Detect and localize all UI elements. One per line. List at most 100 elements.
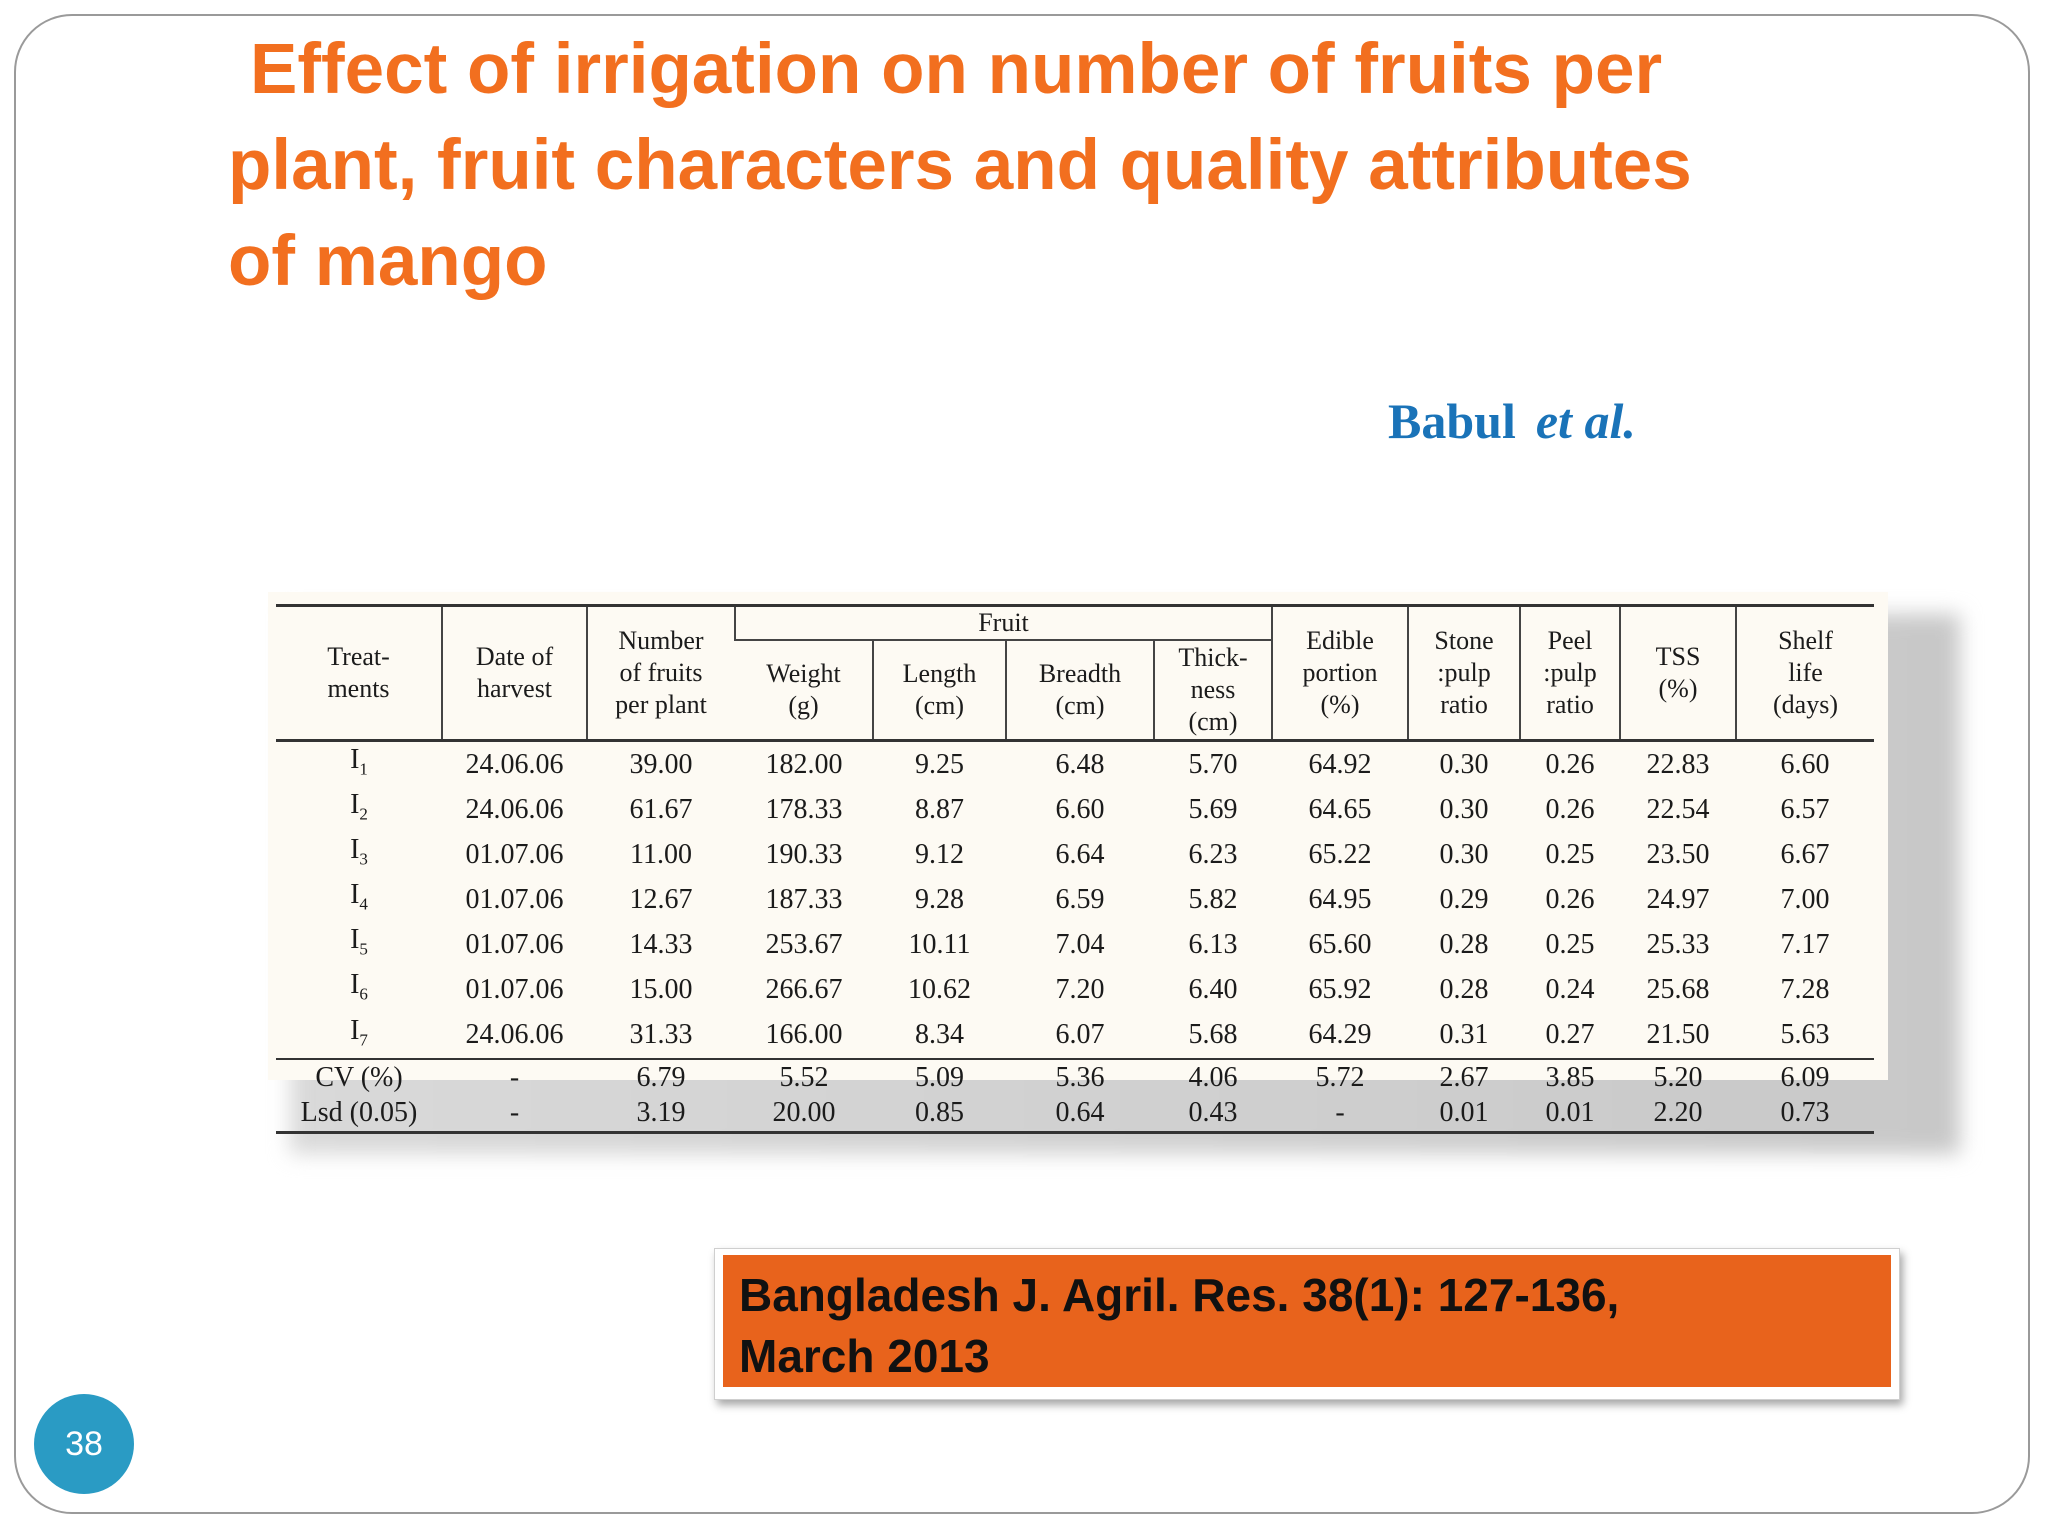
cell-num: 14.33 [629,929,693,961]
header-text-line: (%) [1658,674,1698,703]
cell-shelf: 5.63 [1780,1019,1830,1051]
treatment-label: I [350,1014,360,1046]
stat-date: - [442,1095,587,1134]
cell-weight: 266.67 [765,974,843,1006]
cell-breadth: 6.59 [1055,884,1105,916]
treatment-subscript: 5 [359,939,368,959]
cell-peel: 0.26 [1545,748,1595,780]
cell-num: 39.00 [629,748,693,780]
cell-shelf: 7.00 [1780,884,1830,916]
header-text-line: ness [1190,675,1236,704]
stat-tss: 5.20 [1620,1057,1737,1096]
cell-tss: 21.50 [1646,1019,1710,1051]
treatment-label: I [350,744,360,775]
header-text-line: (%) [1320,690,1360,719]
cell-num: 11.00 [630,838,692,870]
cell-tss: 24.97 [1646,884,1710,916]
header-text-line: Edible [1306,626,1374,655]
cell-stone: 0.30 [1439,838,1489,870]
stat-label: Lsd (0.05) [276,1095,442,1134]
cell-peel: 0.25 [1545,838,1595,870]
cell-breadth: 6.60 [1055,793,1105,825]
cell-length: 10.62 [908,974,971,1006]
cell-shelf: 6.60 [1780,748,1830,780]
table-body: I1 24.06.06 39.00 182.00 9.25 6.48 5.70 64.92 0.… [276,741,1874,1059]
treatment-cell: I4 [276,877,442,922]
cell-stone: 0.28 [1439,974,1489,1006]
stat-length: 5.09 [873,1057,1006,1096]
header-fruit-group: Fruit [733,604,1273,641]
stat-peel: 0.01 [1520,1095,1621,1134]
header-text-line: (days) [1773,690,1838,719]
stat-breadth: 5.36 [1006,1057,1154,1096]
title-line: plant, fruit characters and quality attr… [228,126,1692,205]
cell-peel: 0.27 [1545,1019,1595,1051]
cell-stone: 0.30 [1439,748,1489,780]
cell-length: 10.11 [908,929,971,961]
stat-length: 0.85 [873,1095,1006,1134]
stat-weight: 20.00 [735,1095,873,1134]
cell-weight: 190.33 [765,838,843,870]
table-row: I4 01.07.06 12.67 187.33 9.28 6.59 5.82 64.95 0.… [276,877,1874,922]
header-text-line: (cm) [1055,691,1105,720]
header-text-line: of fruits [619,658,703,687]
header-text-line: (g) [788,691,819,720]
table-row: I3 01.07.06 11.00 190.33 9.12 6.64 6.23 65.22 0.… [276,832,1874,877]
cell-weight: 187.33 [765,884,843,916]
cell-peel: 0.26 [1545,793,1595,825]
cell-tss: 22.54 [1646,793,1710,825]
header-text-line: Date of [475,642,554,671]
header-peel: Peel:pulp ratio [1519,604,1621,742]
stat-row: CV (%) -6.79 5.52 5.09 5.36 4.06 5.72 2.67 3.85 5… [276,1057,1875,1096]
stat-num: 3.19 [587,1095,735,1134]
cell-num: 15.00 [629,974,693,1006]
cell-date: 01.07.06 [465,884,564,916]
cell-edible: 64.95 [1308,884,1372,916]
cell-date: 24.06.06 [465,1019,564,1051]
stat-shelf: 0.73 [1736,1095,1875,1134]
stat-stone: 0.01 [1408,1095,1521,1134]
cell-date: 01.07.06 [465,838,564,870]
header-text-line: (cm) [1188,707,1238,736]
table-row: I6 01.07.06 15.00 266.67 10.62 7.20 6.40 65.92 0… [276,967,1874,1012]
cell-weight: 178.33 [765,793,843,825]
citation-text: Bangladesh J. Agril. Res. 38(1): 127-136… [723,1255,1891,1387]
header-thickness: Thick-ness (cm) [1152,640,1273,742]
stat-stone: 2.67 [1408,1057,1521,1096]
cell-shelf: 7.17 [1780,929,1830,961]
cell-breadth: 6.07 [1055,1019,1105,1051]
treatment-cell: I7 [276,1013,442,1059]
table-row: I7 24.06.06 31.33 166.00 8.34 6.07 5.68 64.29 0.… [276,1013,1874,1059]
stat-thick: 0.43 [1154,1095,1273,1134]
header-text-line: portion [1302,658,1378,687]
stat-edible: 5.72 [1272,1057,1409,1096]
header-number: Number of fruits per plant [586,604,735,742]
cell-shelf: 6.57 [1780,793,1830,825]
cell-length: 9.28 [915,884,964,916]
cell-num: 12.67 [629,884,693,916]
treatment-subscript: 3 [359,849,368,869]
cell-thick: 6.40 [1188,974,1238,1006]
cell-date: 01.07.06 [465,974,564,1006]
table-panel: Treat-ments Date of harvest Number of frui… [268,592,1888,1134]
header-date: Date of harvest [441,604,587,742]
header-breadth: Breadth (cm) [1005,640,1154,742]
treatment-cell: I1 [276,741,442,788]
cell-tss: 25.68 [1646,974,1710,1006]
header-text-line: Weight [766,659,841,688]
cell-thick: 6.13 [1188,929,1238,961]
cell-thick: 5.82 [1188,884,1238,916]
cell-stone: 0.31 [1439,1019,1489,1051]
header-text-line: Shelf [1778,626,1833,655]
cell-edible: 65.92 [1308,974,1372,1006]
cell-date: 24.06.06 [465,793,564,825]
header-text-line: ratio [1546,690,1594,719]
header-treatments: Treat-ments [276,604,442,742]
header-edible: Edible portion (%) [1271,604,1409,742]
cell-num: 61.67 [629,793,693,825]
cell-date: 24.06.06 [465,748,564,780]
cell-thick: 6.23 [1188,838,1238,870]
cell-length: 9.12 [915,838,964,870]
header-text-line: ments [327,674,390,703]
header-shelf: Shelf life (days) [1735,604,1875,742]
